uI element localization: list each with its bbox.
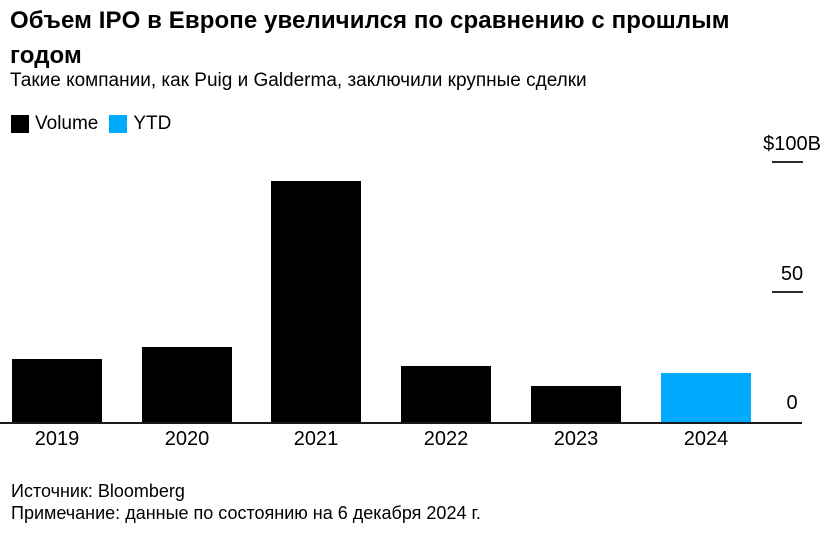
note-text: Примечание: данные по состоянию на 6 дек… (11, 503, 481, 523)
legend: Volume YTD (11, 113, 171, 135)
x-axis-label-2024: 2024 (683, 428, 729, 450)
y-axis-tick-100 (772, 161, 803, 163)
bar-2024 (661, 373, 751, 422)
legend-item-ytd: YTD (109, 113, 171, 135)
bar-2020 (142, 347, 232, 422)
bar-2019 (12, 359, 102, 422)
y-axis-label-100: $100B (763, 133, 821, 155)
source-text: Источник: Bloomberg (11, 481, 185, 501)
x-axis-label-2019: 2019 (34, 428, 80, 450)
bar-2021 (271, 181, 361, 422)
legend-item-volume: Volume (11, 113, 98, 135)
x-axis-label-2020: 2020 (164, 428, 210, 450)
y-axis-label-0: 0 (786, 392, 798, 414)
legend-swatch-volume (11, 115, 29, 133)
bar-2023 (531, 386, 621, 422)
chart-subtitle: Такие компании, как Puig и Galderma, зак… (10, 70, 587, 91)
y-axis-label-50: 50 (780, 262, 804, 285)
legend-swatch-ytd (109, 115, 128, 133)
x-axis-label-2021: 2021 (293, 428, 339, 450)
x-axis-label-2023: 2023 (553, 428, 599, 450)
y-axis-tick-50 (772, 290, 803, 293)
x-axis-line (0, 422, 802, 424)
chart-title: Объем IPO в Европе увеличился по сравнен… (10, 7, 730, 69)
legend-label-ytd: YTD (133, 113, 172, 134)
x-axis-label-2022: 2022 (423, 428, 469, 450)
bar-2022 (401, 366, 491, 422)
legend-label-volume: Volume (35, 113, 99, 134)
